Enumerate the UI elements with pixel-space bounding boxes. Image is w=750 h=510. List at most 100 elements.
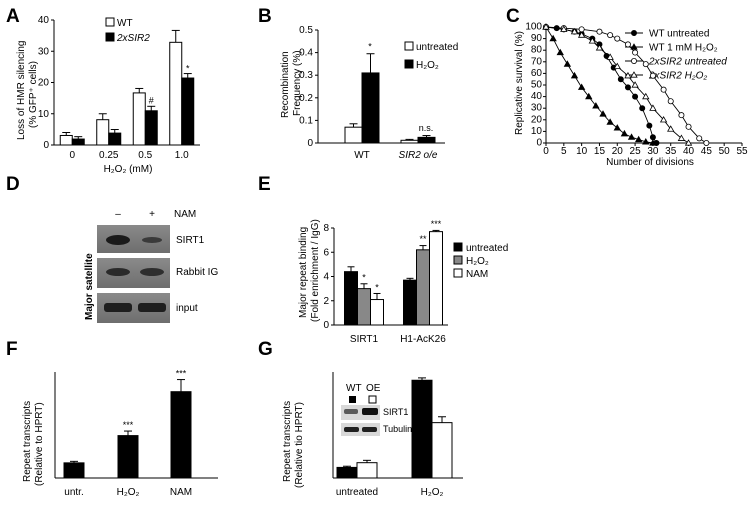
panel-c-chart: Replicative survival (%) Number of divis… bbox=[514, 22, 748, 169]
panel-a-ylabel-1: Loss of HMR silencing bbox=[16, 41, 27, 140]
panel-f-xtick-label: untr. bbox=[64, 487, 83, 498]
legend-label-2xsir2: 2xSIR2 bbox=[116, 33, 150, 44]
panel-a-ytick-label: 30 bbox=[38, 46, 50, 57]
blot-band-sirt1-plus bbox=[142, 237, 162, 243]
panel-c-legend-label: 2xSIR2 untreated bbox=[648, 57, 727, 68]
panel-g-bar-oe bbox=[356, 462, 378, 479]
panel-e-xtick-label: SIRT1 bbox=[350, 334, 379, 345]
panel-c-point bbox=[685, 123, 692, 130]
panel-a-bar-wt bbox=[59, 134, 73, 146]
panel-a-bar-wt bbox=[132, 92, 146, 146]
panel-c-legend-label: WT untreated bbox=[649, 29, 709, 40]
blot-band-ig-minus bbox=[106, 268, 130, 276]
inset-header-wt: WT bbox=[346, 383, 362, 394]
panel-a-ylabel-2: (% GFP⁺ cells) bbox=[28, 61, 39, 128]
panel-g-xtick-label: H₂O₂ bbox=[421, 487, 444, 498]
inset-key-oe bbox=[368, 395, 377, 404]
panel-c-legend-label: 2xSIR2 H₂O₂ bbox=[648, 71, 707, 82]
panel-e-ytick-label: 2 bbox=[323, 296, 329, 307]
panel-c-ytick-label: 50 bbox=[531, 80, 543, 91]
panel-e-annotation: ** bbox=[419, 234, 427, 244]
panel-e-bar bbox=[344, 271, 358, 326]
panel-e-bar bbox=[429, 231, 443, 326]
panel-a-legend: WT 2xSIR2 bbox=[105, 17, 150, 44]
inset-strip-tubulin bbox=[341, 423, 380, 436]
panel-c-point bbox=[649, 104, 657, 111]
panel-c-xtick-label: 0 bbox=[543, 146, 549, 157]
panel-c-point bbox=[649, 139, 657, 146]
panel-c-point bbox=[696, 135, 703, 142]
panel-c-xtick-label: 35 bbox=[665, 146, 677, 157]
blot-row-sirt1: SIRT1 bbox=[176, 235, 205, 246]
panel-c-ytick-label: 60 bbox=[531, 68, 543, 79]
legend-label-e-untreated: untreated bbox=[466, 243, 508, 254]
legend-label-wt: WT bbox=[117, 18, 133, 29]
panel-c-legend-label: WT 1 mM H₂O₂ bbox=[649, 43, 718, 54]
panel-c-point bbox=[570, 71, 579, 79]
inset-band-sirt1-oe bbox=[362, 408, 378, 415]
panel-a-ytick-label: 0 bbox=[43, 140, 49, 151]
panel-c-xtick-label: 45 bbox=[701, 146, 713, 157]
panel-c-point bbox=[667, 125, 675, 132]
panel-c-xtick-label: 50 bbox=[719, 146, 731, 157]
panel-e-legend: untreated H₂O₂ NAM bbox=[453, 242, 508, 280]
panel-label-f: F bbox=[6, 339, 18, 360]
panel-c-legend-marker bbox=[630, 71, 638, 78]
panel-b-annotation: n.s. bbox=[419, 123, 434, 133]
panel-c-point bbox=[639, 105, 646, 112]
panel-e-bar bbox=[357, 288, 371, 326]
panel-a-bar-wt bbox=[169, 41, 183, 146]
panel-f-bar bbox=[170, 391, 192, 479]
panel-c-point bbox=[617, 76, 624, 83]
panel-e-ytick-label: 0 bbox=[323, 320, 329, 331]
legend-label-e-nam: NAM bbox=[466, 269, 488, 280]
legend-swatch-e-untreated bbox=[453, 242, 463, 252]
panel-b-ylabel-2: Frequency (%) bbox=[292, 50, 303, 116]
panel-a-xtick-label: 0 bbox=[69, 150, 75, 161]
panel-c-point bbox=[632, 93, 639, 100]
panel-e-xtick-label: H1-AcK26 bbox=[400, 334, 446, 345]
panel-c-xtick-label: 10 bbox=[576, 146, 588, 157]
panel-c-ytick-label: 80 bbox=[531, 45, 543, 56]
blot-side-label: Major satellite bbox=[84, 253, 95, 320]
blot-band-input-plus bbox=[138, 303, 166, 312]
legend-label-untreated: untreated bbox=[416, 42, 458, 53]
panel-c-ytick-label: 100 bbox=[525, 22, 542, 33]
panel-c-point bbox=[606, 118, 614, 125]
blot-band-ig-plus bbox=[140, 268, 164, 276]
panel-e-annotation: *** bbox=[431, 219, 442, 229]
panel-c-series-line bbox=[545, 26, 707, 144]
panel-e-ytick-label: 8 bbox=[323, 223, 329, 234]
panel-g-inset-blot: WT OE SIRT1 Tubulin bbox=[341, 383, 412, 436]
panel-c-xtick-label: 30 bbox=[647, 146, 659, 157]
panel-a-annotation: # bbox=[149, 95, 154, 105]
panel-c-point bbox=[632, 49, 639, 56]
panel-b-xtick-label: SIR2 o/e bbox=[399, 150, 438, 161]
panel-c-point bbox=[596, 28, 603, 35]
panel-f-bar bbox=[63, 462, 85, 479]
panel-c-point bbox=[549, 34, 557, 42]
panel-e-ytick-label: 6 bbox=[323, 247, 329, 258]
panel-b-annotation: * bbox=[368, 42, 372, 52]
blot-band-input-minus bbox=[104, 303, 132, 312]
panel-b-chart: Recombination Frequency (%) untreated H₂… bbox=[280, 25, 458, 161]
legend-swatch-wt bbox=[105, 17, 115, 27]
panel-c-point bbox=[585, 92, 593, 100]
panel-f-bar bbox=[117, 435, 139, 479]
panel-c-point bbox=[620, 129, 629, 137]
panel-c-point bbox=[570, 27, 579, 35]
panel-c-ytick-label: 10 bbox=[531, 126, 543, 137]
panel-c-xlabel: Number of divisions bbox=[606, 157, 694, 168]
panel-b-ytick-label: 0.1 bbox=[299, 115, 313, 126]
panel-a-xtick-label: 1.0 bbox=[175, 150, 189, 161]
panel-c-point bbox=[577, 83, 586, 90]
panel-f-xtick-label: H₂O₂ bbox=[117, 487, 140, 498]
panel-b-bar-h2o2 bbox=[361, 72, 380, 144]
panel-c-xtick-label: 25 bbox=[630, 146, 642, 157]
blot-row-input: input bbox=[176, 303, 198, 314]
panel-c-point bbox=[595, 44, 604, 51]
panel-c-ytick-label: 30 bbox=[531, 103, 543, 114]
panel-c-xtick-label: 40 bbox=[683, 146, 695, 157]
inset-band-tubulin-wt bbox=[344, 427, 359, 432]
panel-a-xlabel: H₂O₂ (mM) bbox=[104, 164, 153, 175]
